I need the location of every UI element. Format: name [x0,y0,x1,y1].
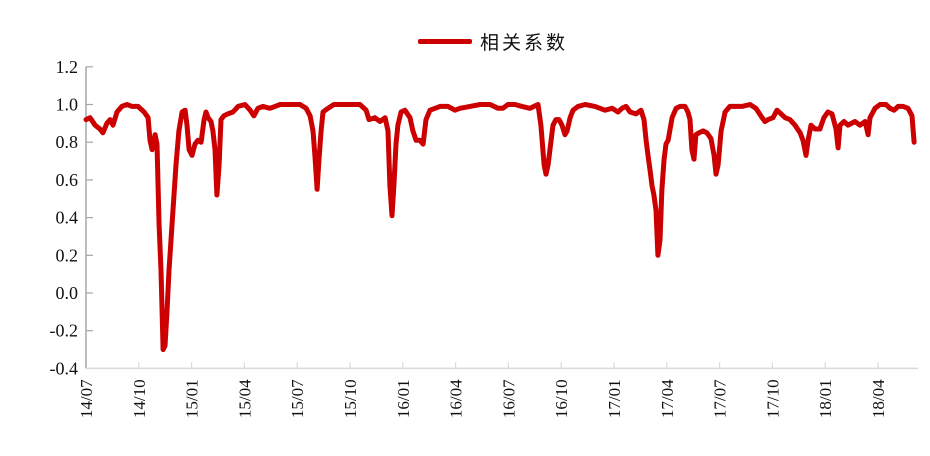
series-line [83,102,917,353]
x-tick-label: 15/07 [288,379,307,418]
x-tick-label: 15/04 [235,379,254,418]
y-tick-label: -0.4 [50,358,79,378]
x-tick-label: 17/10 [763,379,782,418]
y-tick-label: 1.0 [56,95,79,115]
x-tick-label: 15/10 [341,379,360,418]
x-tick-label: 16/01 [394,379,413,418]
x-tick-label: 17/07 [711,379,730,418]
y-tick-label: 0.6 [56,170,79,190]
y-tick-label: 0.0 [56,283,79,303]
y-tick-label: -0.2 [50,321,79,341]
y-tick-label: 0.2 [56,245,79,265]
legend-swatch [418,39,472,44]
x-tick-label: 16/10 [552,379,571,418]
x-tick-label: 18/04 [869,379,888,418]
x-tick-label: 17/04 [658,379,677,418]
x-tick-label: 14/10 [130,379,149,418]
y-tick-label: 0.4 [56,208,79,228]
x-tick-label: 14/07 [77,379,96,418]
x-tick-label: 15/01 [183,379,202,418]
y-tick-label: 1.2 [56,57,79,77]
y-tick-label: 0.8 [56,132,79,152]
legend: 相关系数 [418,28,568,55]
x-tick-label: 17/01 [605,379,624,418]
x-tick-label: 16/04 [447,379,466,418]
x-tick-label: 18/01 [816,379,835,418]
x-tick-label: 16/07 [499,379,518,418]
legend-label: 相关系数 [480,32,569,54]
